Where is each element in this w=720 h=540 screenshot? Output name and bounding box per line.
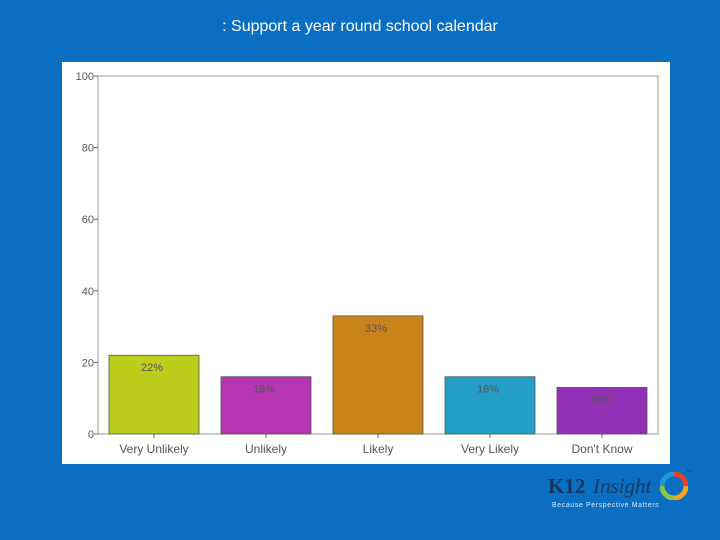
bar-value-label: 13% xyxy=(589,394,611,406)
y-tick-label: 60 xyxy=(82,214,94,226)
y-axis: 0 20 40 60 80 100 xyxy=(76,71,98,441)
x-tick-label: Very Likely xyxy=(461,442,519,456)
y-tick-label: 80 xyxy=(82,143,94,155)
bar-labels: 22% 16% 33% 16% 13% xyxy=(141,323,611,407)
logo-tagline: Because Perspective Matters xyxy=(552,502,660,509)
x-tick-label: Likely xyxy=(363,442,394,456)
bar-value-label: 22% xyxy=(141,362,163,374)
bar xyxy=(108,354,200,435)
y-tick-label: 20 xyxy=(82,357,94,369)
y-tick-label: 100 xyxy=(76,71,94,83)
chart-panel: 0 20 40 60 80 100 22% 16% 33% 16% 13% Very Unlike… xyxy=(62,62,670,464)
bar xyxy=(220,376,312,435)
y-tick-label: 40 xyxy=(82,286,94,298)
bar-value-label: 16% xyxy=(253,384,275,396)
y-tick-label: 0 xyxy=(88,429,94,441)
slide-title: : Support a year round school calendar xyxy=(222,18,498,35)
bar-chart: 0 20 40 60 80 100 22% 16% 33% 16% 13% Very Unlike… xyxy=(76,71,659,456)
x-tick-label: Very Unlikely xyxy=(119,442,188,456)
k12-insight-logo: K12 Insight ™ Because Perspective Matter… xyxy=(548,470,698,514)
bar xyxy=(332,315,424,435)
logo-ring-icon xyxy=(660,472,688,500)
bars xyxy=(108,315,648,435)
bar-value-label: 33% xyxy=(365,323,387,335)
x-tick-label: Unlikely xyxy=(245,442,287,456)
x-tick-label: Don't Know xyxy=(572,442,633,456)
logo-brand-insight: Insight xyxy=(593,474,652,498)
x-axis: Very Unlikely Unlikely Likely Very Likely Do… xyxy=(119,434,633,456)
logo-trademark: ™ xyxy=(686,470,692,476)
logo-brand-k12: K12 xyxy=(548,474,586,498)
bar-value-label: 16% xyxy=(477,384,499,396)
